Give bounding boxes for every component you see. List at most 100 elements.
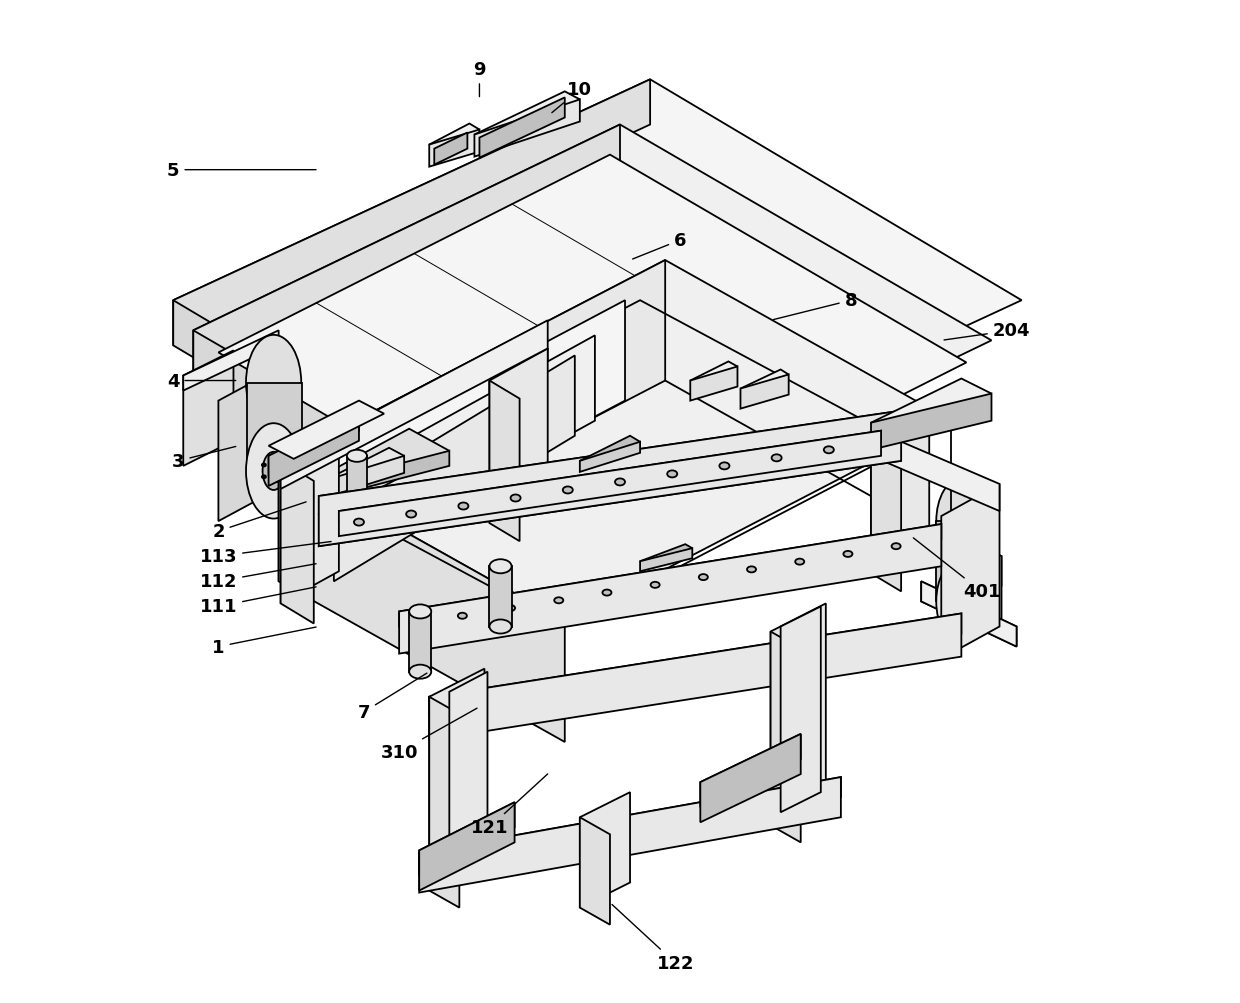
Polygon shape <box>490 349 548 393</box>
Polygon shape <box>921 582 1017 647</box>
Ellipse shape <box>347 493 367 506</box>
Polygon shape <box>269 411 358 486</box>
Polygon shape <box>941 527 1002 587</box>
Ellipse shape <box>458 613 467 619</box>
Polygon shape <box>218 366 284 522</box>
Ellipse shape <box>490 560 512 574</box>
Ellipse shape <box>936 478 987 564</box>
Ellipse shape <box>615 478 625 486</box>
Ellipse shape <box>246 423 301 519</box>
Ellipse shape <box>699 575 708 581</box>
Polygon shape <box>280 461 314 624</box>
Polygon shape <box>951 527 997 592</box>
Ellipse shape <box>823 447 833 453</box>
Polygon shape <box>781 607 821 812</box>
Polygon shape <box>640 545 692 566</box>
Polygon shape <box>319 411 901 547</box>
Polygon shape <box>434 133 467 165</box>
Ellipse shape <box>511 494 521 502</box>
Polygon shape <box>409 612 432 672</box>
Polygon shape <box>184 331 279 391</box>
Text: 310: 310 <box>381 708 477 761</box>
Polygon shape <box>419 777 841 873</box>
Ellipse shape <box>263 452 285 490</box>
Ellipse shape <box>603 590 611 596</box>
Polygon shape <box>490 381 520 542</box>
Polygon shape <box>770 604 826 825</box>
Polygon shape <box>334 356 575 582</box>
Polygon shape <box>429 124 480 151</box>
Ellipse shape <box>667 470 677 477</box>
Polygon shape <box>174 80 650 346</box>
Polygon shape <box>870 379 992 438</box>
Ellipse shape <box>554 598 563 604</box>
Polygon shape <box>399 525 941 654</box>
Polygon shape <box>921 582 1017 647</box>
Polygon shape <box>174 80 1022 522</box>
Text: 8: 8 <box>774 292 857 320</box>
Ellipse shape <box>353 520 365 526</box>
Ellipse shape <box>971 600 975 603</box>
Text: 113: 113 <box>200 542 331 566</box>
Ellipse shape <box>771 455 781 461</box>
Polygon shape <box>294 429 449 514</box>
Text: 5: 5 <box>167 161 316 180</box>
Ellipse shape <box>490 620 512 634</box>
Ellipse shape <box>965 608 968 611</box>
Text: 121: 121 <box>471 774 548 837</box>
Polygon shape <box>280 321 548 489</box>
Ellipse shape <box>746 567 756 573</box>
Polygon shape <box>184 351 233 466</box>
Polygon shape <box>419 777 841 893</box>
Ellipse shape <box>459 503 469 510</box>
Polygon shape <box>691 362 738 386</box>
Text: 1: 1 <box>212 628 316 656</box>
Polygon shape <box>691 367 738 401</box>
Ellipse shape <box>262 475 265 478</box>
Ellipse shape <box>954 593 957 596</box>
Polygon shape <box>193 331 564 592</box>
Text: 7: 7 <box>357 673 427 721</box>
Polygon shape <box>490 567 512 627</box>
Polygon shape <box>174 301 544 567</box>
Ellipse shape <box>719 462 729 469</box>
Polygon shape <box>279 461 564 742</box>
Ellipse shape <box>563 486 573 493</box>
Polygon shape <box>770 632 801 843</box>
Polygon shape <box>419 802 515 876</box>
Polygon shape <box>339 431 882 537</box>
Text: 4: 4 <box>167 372 236 390</box>
Polygon shape <box>870 394 992 450</box>
Ellipse shape <box>965 593 968 596</box>
Polygon shape <box>339 431 882 522</box>
Text: 122: 122 <box>613 905 694 972</box>
Ellipse shape <box>892 544 900 550</box>
Polygon shape <box>701 734 801 822</box>
Text: 6: 6 <box>632 232 687 260</box>
Text: 204: 204 <box>944 322 1030 341</box>
Ellipse shape <box>262 464 265 467</box>
Polygon shape <box>419 802 515 891</box>
Polygon shape <box>701 734 801 807</box>
Polygon shape <box>269 411 358 476</box>
Polygon shape <box>429 697 459 908</box>
Polygon shape <box>247 383 301 471</box>
Polygon shape <box>314 336 595 577</box>
Ellipse shape <box>506 606 515 612</box>
Ellipse shape <box>795 559 805 565</box>
Ellipse shape <box>951 585 971 619</box>
Ellipse shape <box>843 552 852 558</box>
Polygon shape <box>480 98 564 158</box>
Polygon shape <box>740 370 789 394</box>
Ellipse shape <box>651 582 660 588</box>
Ellipse shape <box>936 559 987 644</box>
Ellipse shape <box>246 335 301 431</box>
Polygon shape <box>475 100 580 157</box>
Polygon shape <box>319 411 901 515</box>
Text: 10: 10 <box>552 81 593 113</box>
Polygon shape <box>324 456 404 498</box>
Polygon shape <box>936 522 987 602</box>
Polygon shape <box>218 155 966 561</box>
Polygon shape <box>279 261 665 582</box>
Ellipse shape <box>949 600 952 603</box>
